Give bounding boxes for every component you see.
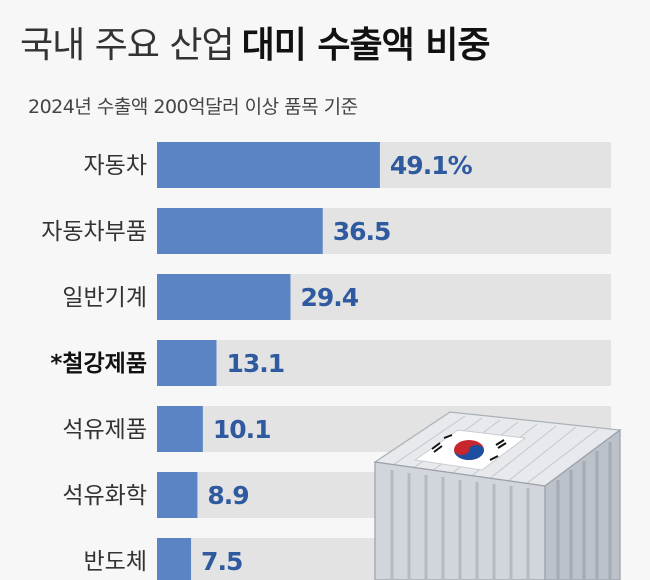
value-label: 13.1 (226, 349, 284, 378)
chart-subtitle: 2024년 수출액 200억달러 이상 품목 기준 (28, 96, 358, 118)
bar (157, 340, 217, 386)
bar (157, 142, 380, 188)
title-light: 국내 주요 산업 (20, 25, 235, 66)
category-label: 반도체 (84, 549, 147, 575)
bar (157, 538, 192, 580)
bar-track (157, 340, 611, 386)
bar (157, 274, 291, 320)
chart-title: 국내 주요 산업 대미 수출액 비중 (20, 16, 491, 68)
category-label: 자동차 (84, 153, 147, 179)
value-label: 36.5 (333, 217, 391, 246)
category-label: 일반기계 (62, 285, 147, 311)
value-label: 10.1 (213, 415, 271, 444)
category-label: 자동차부품 (41, 219, 147, 245)
value-label: 49.1% (390, 151, 473, 180)
value-labels: 49.1% 36.5 29.4 13.1 10.1 8.9 7.5 (201, 151, 474, 576)
bars (157, 142, 380, 580)
value-label: 7.5 (201, 547, 242, 576)
category-label: 석유화학 (62, 483, 147, 509)
category-label: 석유제품 (62, 417, 147, 443)
bar (157, 208, 323, 254)
title-bold: 대미 수출액 비중 (241, 25, 491, 66)
bar (157, 406, 203, 452)
value-label: 29.4 (300, 283, 358, 312)
value-label: 8.9 (207, 481, 248, 510)
category-label: *철강제품 (50, 351, 147, 377)
bar (157, 472, 198, 518)
shipping-container-illustration (373, 411, 622, 580)
